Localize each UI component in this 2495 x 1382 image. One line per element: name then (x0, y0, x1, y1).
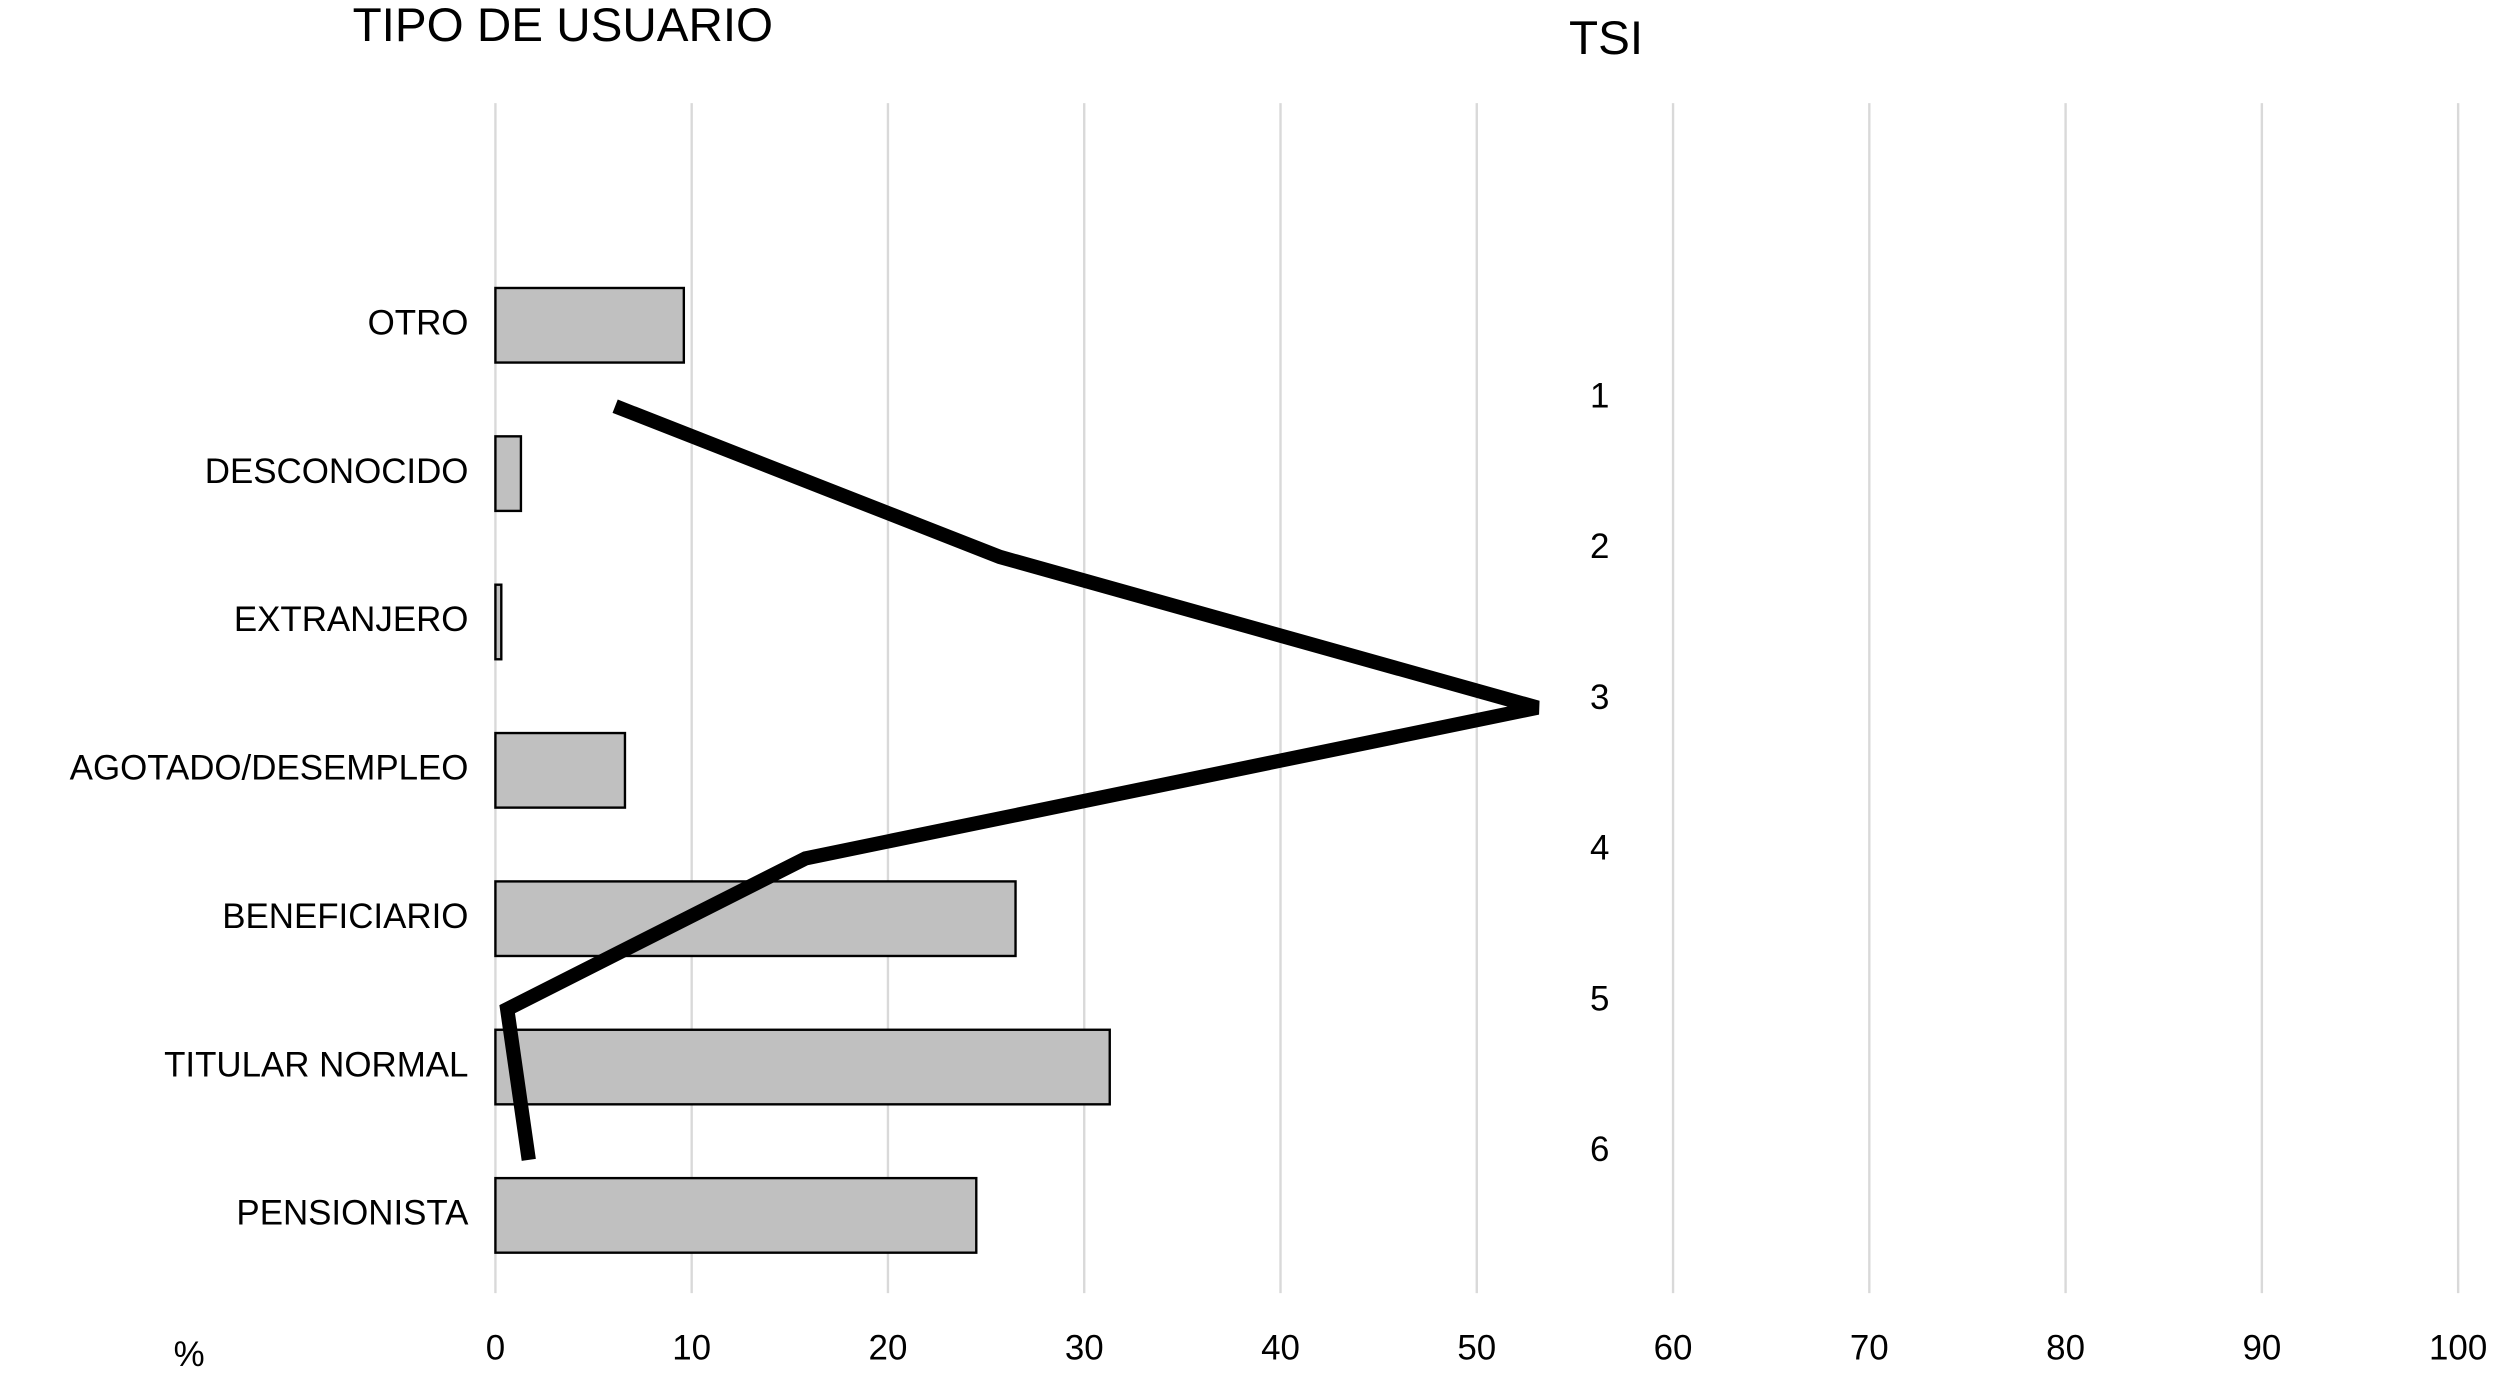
y-tick-label: TITULAR NORMAL (164, 1045, 468, 1084)
x-tick-label: 20 (869, 1328, 908, 1367)
x-tick-label: 70 (1850, 1328, 1889, 1367)
bar (494, 583, 503, 661)
x-tick-label: 80 (2046, 1328, 2085, 1367)
line-title: TSI (1569, 12, 1643, 65)
line-category-label: 2 (1590, 527, 1609, 566)
y-tick-label: DESCONOCIDO (205, 452, 469, 491)
line-category-label: 1 (1590, 376, 1609, 415)
bar (494, 731, 627, 809)
line-category-label: 5 (1590, 979, 1609, 1018)
y-tick-label: PENSIONISTA (236, 1194, 469, 1233)
bar (494, 880, 1017, 958)
x-tick-label: 60 (1654, 1328, 1693, 1367)
x-tick-label: 100 (2429, 1328, 2487, 1367)
x-tick-label: 90 (2242, 1328, 2281, 1367)
x-tick-label: 30 (1065, 1328, 1104, 1367)
x-tick-label: 40 (1261, 1328, 1300, 1367)
x-axis-label: % (174, 1335, 205, 1374)
x-tick-label: 10 (672, 1328, 711, 1367)
bar (494, 1176, 978, 1254)
y-tick-label: BENEFICIARIO (222, 897, 468, 936)
x-tick-label: 0 (486, 1328, 505, 1367)
line-category-label: 4 (1590, 829, 1609, 868)
line (499, 399, 1540, 1161)
line-category-label: 6 (1590, 1130, 1609, 1169)
y-tick-label: EXTRANJERO (234, 600, 469, 639)
x-tick-label: 50 (1457, 1328, 1496, 1367)
y-tick-label: AGOTADO/DESEMPLEO (70, 749, 469, 788)
bar (494, 435, 523, 513)
y-tick-label: OTRO (368, 303, 469, 342)
bar (494, 286, 686, 364)
line-category-label: 3 (1590, 678, 1609, 717)
bar (494, 1028, 1111, 1106)
chart-title: TIPO DE USUARIO (353, 0, 773, 52)
